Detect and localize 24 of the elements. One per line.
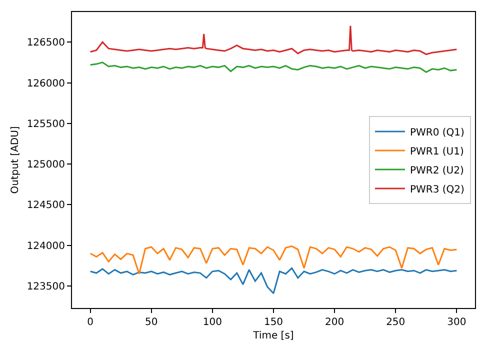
y-tick-label: 124500 (26, 200, 65, 212)
x-tick-label: 150 (264, 317, 284, 328)
legend-label: PWR3 (Q2) (410, 184, 465, 196)
y-axis-title: Output [ADU] (10, 126, 21, 194)
y-tick-label: 124000 (26, 240, 65, 252)
x-tick-label: 300 (447, 317, 466, 328)
x-tick-label: 250 (386, 317, 406, 328)
y-tick-label: 126000 (26, 78, 65, 90)
x-axis-title: Time [s] (252, 330, 294, 342)
line-series (90, 267, 458, 294)
legend-label: PWR0 (Q1) (410, 127, 465, 138)
x-tick-label: 0 (87, 317, 94, 328)
x-tick-label: 100 (202, 317, 222, 328)
x-tick-label: 50 (145, 317, 158, 328)
x-tick-label: 200 (325, 317, 344, 328)
y-tick-label: 125000 (26, 160, 65, 171)
y-tick-label: 126500 (26, 38, 65, 49)
line-series (90, 245, 458, 275)
y-tick-label: 123500 (26, 282, 65, 293)
line-series (90, 62, 458, 73)
legend-label: PWR2 (U2) (410, 165, 464, 176)
line-series (90, 25, 458, 56)
legend-label: PWR1 (U1) (410, 146, 464, 158)
y-tick-label: 125500 (26, 118, 65, 130)
